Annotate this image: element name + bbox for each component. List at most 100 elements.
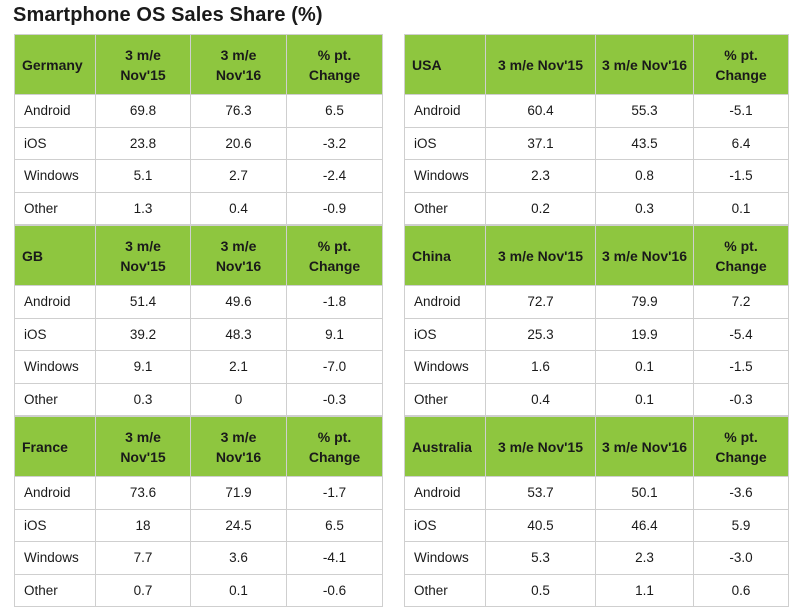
os-name: Other xyxy=(14,573,96,607)
share-nov15: 23.8 xyxy=(95,126,191,160)
table-row: Android 60.4 55.3 -5.1 xyxy=(404,94,789,128)
share-nov15: 37.1 xyxy=(485,126,596,160)
header-line: 3 m/e xyxy=(125,428,161,445)
os-name: Windows xyxy=(404,350,486,384)
table-header-row: China 3 m/e Nov'15 3 m/e Nov'16 % pt. Change xyxy=(404,225,789,286)
country-table-germany: Germany 3 m/e Nov'15 3 m/e Nov'16 % pt. Change… xyxy=(14,34,383,225)
column-header-nov16: 3 m/e Nov'16 xyxy=(595,225,694,286)
share-change: 6.5 xyxy=(286,94,383,128)
country-name: USA xyxy=(404,34,486,95)
table-row: Other 0.2 0.3 0.1 xyxy=(404,191,789,225)
share-nov16: 24.5 xyxy=(190,508,287,542)
share-change: 6.4 xyxy=(693,126,789,160)
table-row: iOS 39.2 48.3 9.1 xyxy=(14,317,383,351)
column-header-change: % pt. Change xyxy=(286,34,383,95)
share-change: -1.5 xyxy=(693,350,789,384)
table-row: Other 0.3 0 -0.3 xyxy=(14,382,383,416)
os-name: Android xyxy=(404,476,486,510)
column-header-change: % pt. Change xyxy=(693,34,789,95)
share-change: 5.9 xyxy=(693,508,789,542)
os-name: Windows xyxy=(404,159,486,193)
table-header-row: Australia 3 m/e Nov'15 3 m/e Nov'16 % pt. Ch… xyxy=(404,416,789,477)
column-header-nov15: 3 m/e Nov'15 xyxy=(485,225,596,286)
header-line: % pt. xyxy=(317,237,352,254)
right-column: USA 3 m/e Nov'15 3 m/e Nov'16% pt. Change An… xyxy=(404,34,789,607)
os-name: iOS xyxy=(404,317,486,351)
share-change: -0.3 xyxy=(286,382,383,416)
share-nov15: 9.1 xyxy=(95,350,191,384)
header-line: Nov'15 xyxy=(120,448,166,465)
header-line: Change xyxy=(308,448,361,465)
table-row: iOS 23.8 20.6 -3.2 xyxy=(14,126,383,160)
share-nov15: 1.6 xyxy=(485,350,596,384)
share-nov16: 20.6 xyxy=(190,126,287,160)
header-line: Change xyxy=(308,257,361,274)
share-nov15: 0.3 xyxy=(95,382,191,416)
header-line: Nov'16 xyxy=(215,448,262,465)
os-name: iOS xyxy=(14,508,96,542)
country-table-china: China 3 m/e Nov'15 3 m/e Nov'16 % pt. Change… xyxy=(404,225,789,416)
share-change: -2.4 xyxy=(286,159,383,193)
share-nov15: 53.7 xyxy=(485,476,596,510)
os-name: Android xyxy=(14,94,96,128)
column-header-nov16: 3 m/e Nov'16 xyxy=(595,416,694,477)
share-nov16: 49.6 xyxy=(190,285,287,319)
header-line: Nov'15 xyxy=(120,257,166,274)
column-header-nov16: 3 m/e Nov'16 xyxy=(190,416,287,477)
table-row: Android 53.7 50.1 -3.6 xyxy=(404,476,789,510)
share-nov16: 2.7 xyxy=(190,159,287,193)
os-name: Other xyxy=(404,573,486,607)
os-name: Windows xyxy=(404,541,486,575)
share-nov15: 0.7 xyxy=(95,573,191,607)
share-nov15: 39.2 xyxy=(95,317,191,351)
share-nov16: 0.1 xyxy=(595,350,694,384)
column-header-nov15: 3 m/e Nov'15 xyxy=(485,416,596,477)
os-name: Android xyxy=(14,285,96,319)
table-row: Android 72.7 79.9 7.2 xyxy=(404,285,789,319)
column-header-nov15: 3 m/e Nov'15 xyxy=(485,34,596,95)
share-change: -5.4 xyxy=(693,317,789,351)
header-line: % pt. xyxy=(724,237,758,254)
share-nov15: 0.4 xyxy=(485,382,596,416)
os-name: Other xyxy=(14,191,96,225)
share-change: -0.9 xyxy=(286,191,383,225)
header-line: % pt. xyxy=(317,428,352,445)
table-header-row: USA 3 m/e Nov'15 3 m/e Nov'16 % pt. Change xyxy=(404,34,789,95)
os-name: Other xyxy=(14,382,96,416)
header-line: % pt. xyxy=(724,428,758,445)
country-table-usa: USA 3 m/e Nov'15 3 m/e Nov'16 % pt. Change An… xyxy=(404,34,789,225)
table-row: Android 51.4 49.6 -1.8 xyxy=(14,285,383,319)
os-name: Windows xyxy=(14,541,96,575)
header-line: Change xyxy=(715,448,767,465)
table-row: Android 69.8 76.3 6.5 xyxy=(14,94,383,128)
header-line: Nov'15 xyxy=(120,66,166,83)
share-nov16: 46.4 xyxy=(595,508,694,542)
share-nov16: 43.5 xyxy=(595,126,694,160)
share-change: -5.1 xyxy=(693,94,789,128)
header-line: 3 m/e xyxy=(220,46,257,63)
share-nov15: 5.3 xyxy=(485,541,596,575)
header-line: % pt. xyxy=(724,46,758,63)
share-nov16: 0.8 xyxy=(595,159,694,193)
table-row: iOS 37.1 43.5 6.4 xyxy=(404,126,789,160)
left-column: Germany 3 m/e Nov'15 3 m/e Nov'16 % pt. Change… xyxy=(14,34,383,607)
share-change: 7.2 xyxy=(693,285,789,319)
share-nov16: 0.4 xyxy=(190,191,287,225)
share-nov15: 72.7 xyxy=(485,285,596,319)
column-header-change: % pt. Change xyxy=(693,225,789,286)
share-nov15: 25.3 xyxy=(485,317,596,351)
header-line: Change xyxy=(715,257,767,274)
table-row: Windows 1.6 0.1 -1.5 xyxy=(404,350,789,384)
os-name: Android xyxy=(14,476,96,510)
os-name: iOS xyxy=(404,508,486,542)
os-name: Windows xyxy=(14,350,96,384)
table-row: Windows 7.7 3.6 -4.1 xyxy=(14,541,383,575)
share-nov16: 0 xyxy=(190,382,287,416)
share-change: -3.2 xyxy=(286,126,383,160)
header-line: 3 m/e xyxy=(220,237,257,254)
share-nov16: 19.9 xyxy=(595,317,694,351)
table-row: Other 0.5 1.1 0.6 xyxy=(404,573,789,607)
os-name: iOS xyxy=(404,126,486,160)
header-line: Change xyxy=(308,66,361,83)
header-line: Nov'16 xyxy=(215,66,262,83)
